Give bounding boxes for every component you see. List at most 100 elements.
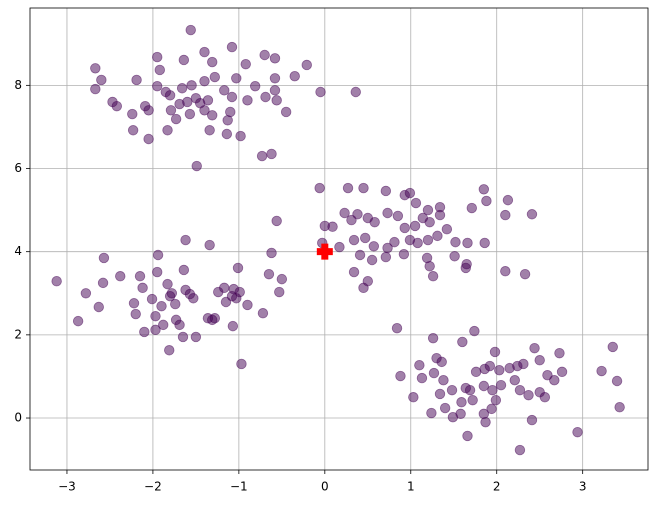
data-point [334, 241, 345, 253]
data-point [219, 282, 230, 294]
data-point [162, 278, 173, 290]
data-point [240, 58, 251, 70]
data-point [495, 379, 507, 391]
data-point [72, 315, 84, 327]
data-point [478, 408, 490, 420]
data-point [348, 234, 360, 246]
data-point [301, 59, 312, 71]
data-point [164, 345, 175, 356]
data-point [263, 268, 275, 280]
data-point [534, 355, 545, 366]
data-point [414, 360, 425, 371]
data-point [51, 276, 62, 287]
data-point [470, 366, 482, 378]
data-point [271, 95, 282, 106]
x-tick-label: −2 [144, 480, 162, 494]
data-point [150, 324, 161, 336]
data-point [424, 216, 435, 228]
x-tick-label: −3 [58, 480, 76, 494]
y-tick-label: 4 [14, 244, 22, 258]
data-point [408, 392, 419, 403]
data-point [509, 374, 520, 386]
data-point [494, 364, 505, 376]
data-point [428, 367, 440, 379]
data-point [422, 234, 434, 246]
data-point [178, 264, 190, 276]
data-point [199, 105, 210, 116]
data-point [184, 108, 196, 120]
data-point [204, 239, 215, 251]
data-point [486, 403, 497, 415]
data-point [460, 262, 471, 274]
data-point [366, 254, 378, 266]
data-point [382, 207, 393, 219]
data-point [219, 85, 230, 96]
data-point [549, 374, 560, 386]
data-point [438, 374, 449, 386]
data-point [529, 342, 540, 354]
data-point [441, 224, 453, 235]
data-point [207, 110, 218, 121]
data-point [446, 384, 458, 396]
data-point [190, 93, 202, 104]
data-point [158, 319, 169, 331]
data-point [234, 286, 245, 298]
data-point [469, 325, 480, 337]
data-point [162, 125, 173, 136]
data-point [266, 148, 277, 160]
data-point [360, 232, 371, 244]
data-point [369, 216, 380, 228]
data-point [554, 347, 565, 359]
data-point [266, 247, 277, 259]
data-point [199, 46, 210, 58]
data-point [280, 106, 292, 118]
data-point [174, 98, 185, 110]
x-tick-label: 0 [321, 480, 329, 494]
data-point [479, 237, 490, 249]
data-point [93, 301, 104, 313]
data-point [271, 215, 282, 227]
data-point [227, 320, 239, 332]
data-point [188, 293, 199, 304]
centroid-marker [316, 243, 333, 260]
data-point [342, 182, 354, 194]
data-point [607, 341, 618, 353]
data-point [478, 184, 490, 195]
data-point [519, 268, 531, 280]
data-point [97, 277, 109, 289]
x-tick-label: 1 [407, 480, 415, 494]
data-point [427, 271, 439, 282]
data-point [352, 209, 363, 220]
y-tick-label: 0 [14, 411, 22, 425]
data-point [257, 308, 269, 319]
data-point [422, 204, 434, 216]
data-point [409, 220, 421, 232]
plot-area [30, 8, 648, 470]
data-point [191, 160, 202, 172]
data-point [269, 85, 281, 96]
data-point [462, 430, 473, 442]
data-point [207, 56, 218, 68]
data-point [146, 293, 158, 305]
data-point [500, 209, 511, 221]
data-point [614, 402, 625, 413]
data-point [514, 444, 526, 456]
data-point [274, 286, 285, 298]
data-point [484, 360, 496, 372]
data-point [399, 222, 410, 234]
data-point [489, 346, 501, 358]
data-point [96, 74, 107, 86]
data-point [178, 54, 190, 66]
data-point [127, 108, 138, 120]
data-point [456, 397, 467, 408]
data-point [131, 74, 142, 86]
data-point [596, 365, 607, 377]
data-point [137, 282, 148, 294]
data-point [389, 236, 400, 248]
data-point [204, 125, 215, 136]
data-point [450, 236, 461, 248]
data-point [518, 358, 529, 370]
data-point [242, 299, 253, 311]
data-point [186, 80, 197, 91]
data-point [500, 266, 511, 277]
